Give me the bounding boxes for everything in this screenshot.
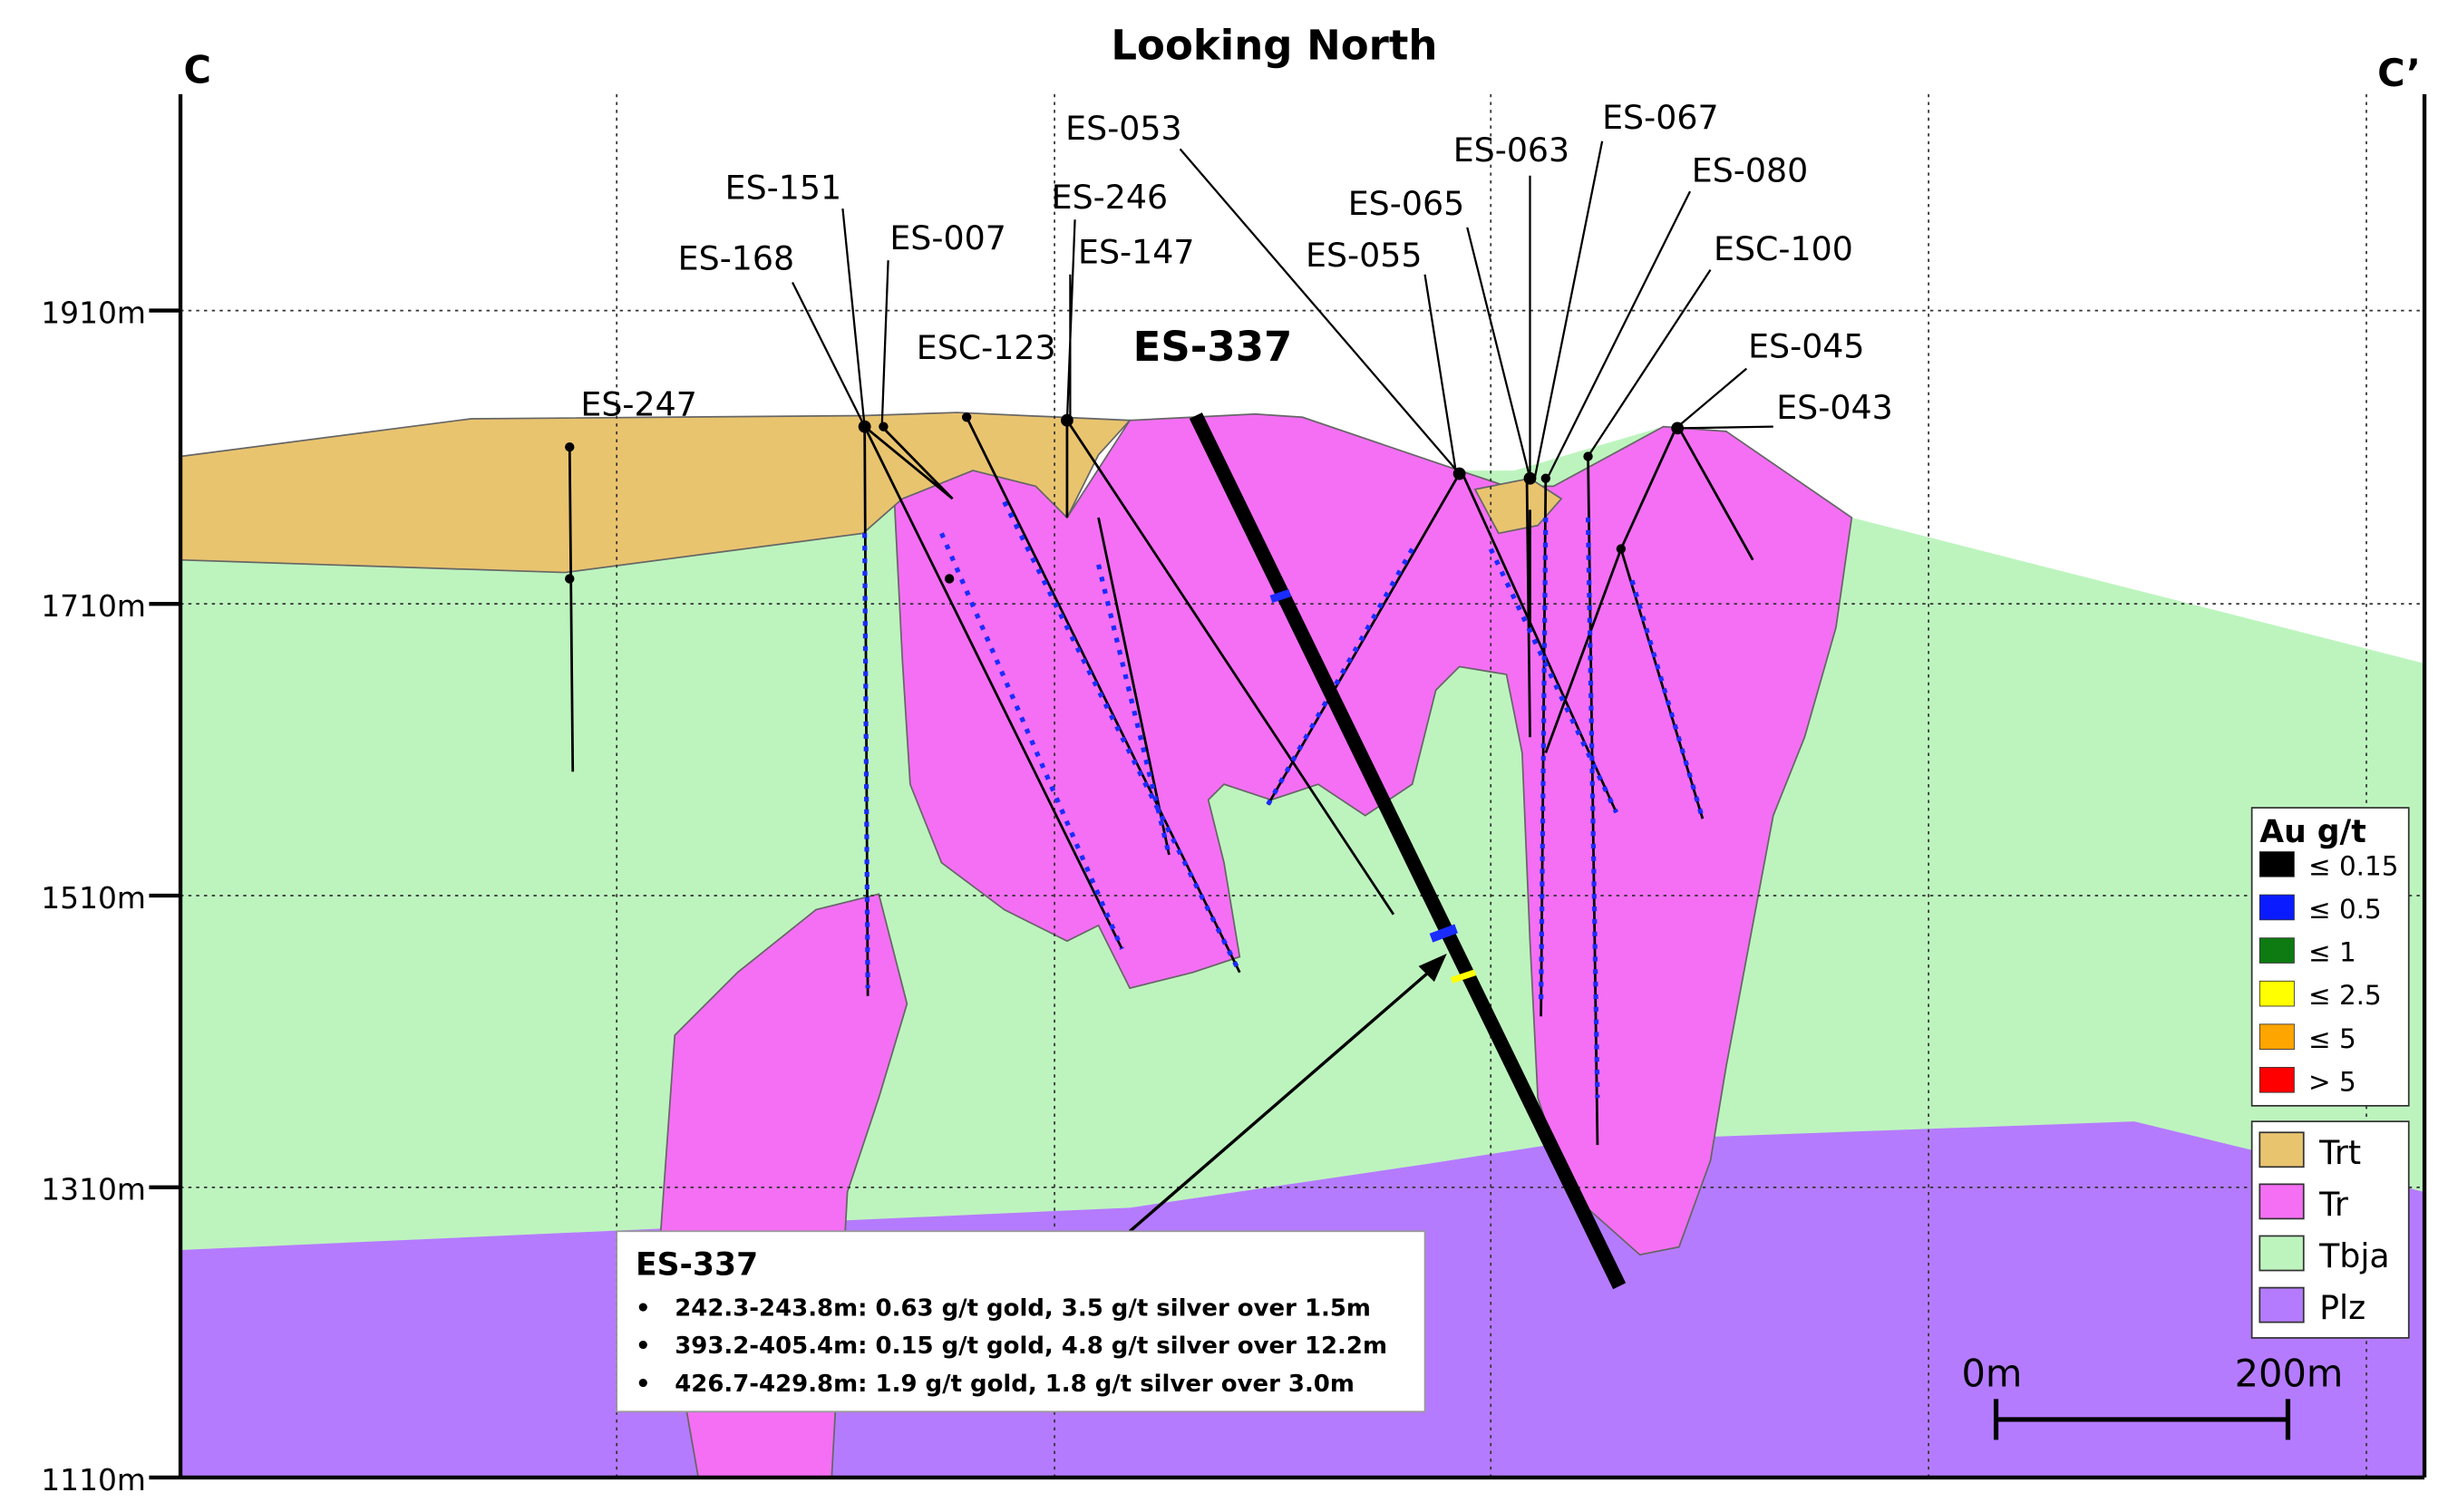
legend-label: ≤ 0.15 — [2308, 851, 2398, 882]
callout-title: ES-337 — [636, 1247, 758, 1284]
drill-holes — [565, 141, 1773, 1290]
callout-arrow — [1129, 963, 1439, 1233]
hole-label: ESC-123 — [917, 328, 1056, 367]
legend-grade: Au g/t ≤ 0.15 ≤ 0.5 ≤ 1 ≤ 2.5 ≤ 5 > 5 — [2250, 807, 2410, 1107]
callout-item: 393.2-405.4m: 0.15 g/t gold, 4.8 g/t sil… — [675, 1333, 1387, 1360]
elevation-label: 1710m — [41, 588, 146, 624]
hole-labels: ES-247 ES-168 ES-151 ES-007 ESC-123 ES-2… — [580, 98, 1892, 427]
unit-trt — [180, 412, 1132, 574]
legend-swatch — [2259, 1183, 2305, 1220]
legend-label: ≤ 5 — [2308, 1023, 2356, 1054]
section-end: C — [184, 48, 211, 92]
hole-label: ES-065 — [1348, 184, 1464, 223]
hole-label: ES-063 — [1453, 131, 1569, 170]
svg-text:•: • — [636, 1371, 651, 1398]
frame — [149, 93, 2427, 1480]
section-end: C’ — [2377, 51, 2421, 95]
elevation-label: 1110m — [41, 1462, 146, 1497]
hole-label: ES-067 — [1602, 98, 1718, 137]
scale-bar: 0m 200m — [1961, 1352, 2343, 1440]
legend-swatch — [2259, 1286, 2305, 1323]
unit-tr — [893, 412, 1853, 1256]
elevation-label: 1510m — [41, 880, 146, 916]
legend-swatch — [2259, 1023, 2295, 1050]
elevation-label: 1910m — [41, 295, 146, 330]
callout-item: 242.3-243.8m: 0.63 g/t gold, 3.5 g/t sil… — [675, 1295, 1371, 1323]
legend-swatch — [2259, 980, 2295, 1007]
legend-label: Tbja — [2318, 1236, 2390, 1275]
legend-swatch — [2259, 1131, 2305, 1168]
legend-label: ≤ 2.5 — [2308, 980, 2382, 1011]
callout: ES-337 • 242.3-243.8m: 0.63 g/t gold, 3.5… — [616, 1230, 1426, 1413]
hole-label: ES-053 — [1065, 109, 1181, 148]
callout-item: 426.7-429.8m: 1.9 g/t gold, 1.8 g/t silv… — [675, 1371, 1355, 1398]
scale-label: 0m — [1961, 1352, 2022, 1396]
es-337-trace — [1189, 412, 1627, 1290]
legend-title: Au g/t — [2259, 814, 2365, 850]
legend-swatch — [2259, 937, 2295, 964]
hole-label: ES-055 — [1306, 236, 1422, 275]
unit-trt-small — [1473, 477, 1563, 535]
legend-label: Trt — [2318, 1133, 2361, 1172]
legend-label: Tr — [2318, 1185, 2348, 1224]
elevation-labels: 1910m 1710m 1510m 1310m 1110m — [41, 295, 146, 1497]
legend-label: ≤ 1 — [2308, 937, 2356, 968]
hole-label: ES-151 — [725, 169, 841, 208]
title: Looking North — [1111, 22, 1437, 70]
hole-label: ES-246 — [1052, 178, 1168, 217]
hole-label: ES-045 — [1748, 327, 1864, 366]
legend-label: Plz — [2319, 1288, 2365, 1327]
hole-label: ES-043 — [1776, 388, 1892, 427]
hole-label: ES-247 — [580, 385, 696, 424]
highlight-hole-label: ES-337 — [1133, 323, 1293, 371]
svg-text:•: • — [636, 1295, 651, 1323]
hole-label: ES-007 — [889, 218, 1005, 257]
elevation-label: 1310m — [41, 1172, 146, 1207]
hole-label: ES-168 — [678, 239, 794, 278]
legend-units: Trt Tr Tbja Plz — [2250, 1120, 2410, 1339]
hole-label: ES-080 — [1692, 151, 1808, 190]
scale-label: 200m — [2235, 1352, 2344, 1396]
legend-swatch — [2259, 894, 2295, 921]
hole-label: ESC-100 — [1714, 229, 1853, 268]
legend-swatch — [2259, 851, 2295, 877]
legend-swatch — [2259, 1235, 2305, 1272]
hole-label: ES-147 — [1078, 233, 1194, 272]
legend-swatch — [2259, 1067, 2295, 1093]
svg-text:•: • — [636, 1333, 651, 1360]
legend-label: > 5 — [2308, 1066, 2356, 1097]
legend-label: ≤ 0.5 — [2308, 894, 2382, 925]
